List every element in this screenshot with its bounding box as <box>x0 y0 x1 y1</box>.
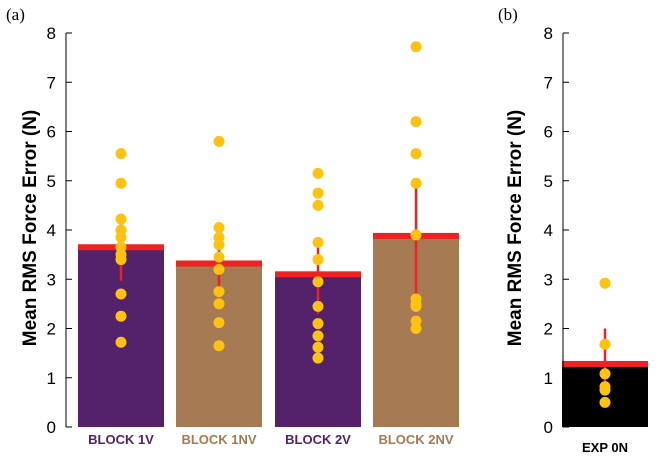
y-tick-label-3: 3 <box>47 270 56 289</box>
data-point-2-6 <box>312 300 324 312</box>
data-point-3-4 <box>410 229 422 241</box>
data-point-0-8 <box>115 288 127 300</box>
data-point-2-2 <box>312 199 324 211</box>
y-tick-label-0: 0 <box>544 418 553 437</box>
category-label-0: BLOCK 1V <box>88 432 154 447</box>
y-tick-label-3: 3 <box>544 270 553 289</box>
data-point-3-0 <box>410 41 422 53</box>
data-point-0-0 <box>599 277 611 289</box>
data-point-2-4 <box>312 254 324 266</box>
y-tick-label-4: 4 <box>544 221 553 240</box>
data-point-1-4 <box>213 251 225 263</box>
y-tick-label-5: 5 <box>544 172 553 191</box>
y-tick-label-8: 8 <box>544 24 553 43</box>
y-tick-label-7: 7 <box>47 73 56 92</box>
data-point-1-8 <box>213 317 225 329</box>
data-point-0-2 <box>115 213 127 225</box>
y-tick-label-8: 8 <box>47 24 56 43</box>
y-tick-label-6: 6 <box>544 123 553 142</box>
data-point-3-1 <box>410 116 422 128</box>
data-point-0-9 <box>115 310 127 322</box>
panel-a: (a) Mean RMS Force Error (N) 0 1 2 3 4 5 6 7 8 B… <box>6 5 459 447</box>
data-point-2-8 <box>312 330 324 342</box>
y-tick-label-1: 1 <box>544 369 553 388</box>
data-point-0-4 <box>599 384 611 396</box>
data-point-1-5 <box>213 263 225 275</box>
panel-a-category-labels: BLOCK 1V BLOCK 1NV BLOCK 2V BLOCK 2NV <box>88 432 454 447</box>
data-point-0-10 <box>115 336 127 348</box>
data-point-2-5 <box>312 276 324 288</box>
panel-b-y-axis: 0 1 2 3 4 5 6 7 8 <box>544 24 569 437</box>
data-point-0-1 <box>115 177 127 189</box>
data-point-1-7 <box>213 298 225 310</box>
panel-a-y-axis: 0 1 2 3 4 5 6 7 8 <box>47 24 72 437</box>
category-label-1: BLOCK 1NV <box>181 432 256 447</box>
y-tick-label-2: 2 <box>47 320 56 339</box>
panel-b-bars <box>562 277 648 427</box>
data-point-0-1 <box>599 338 611 350</box>
data-point-3-7 <box>410 300 422 312</box>
category-label-0: EXP 0N <box>582 440 628 455</box>
data-point-0-5 <box>599 396 611 408</box>
data-point-2-10 <box>312 352 324 364</box>
y-tick-label-2: 2 <box>544 320 553 339</box>
y-tick-label-5: 5 <box>47 172 56 191</box>
panel-b-category-labels: EXP 0N <box>582 440 628 455</box>
data-point-2-1 <box>312 187 324 199</box>
y-tick-label-0: 0 <box>47 418 56 437</box>
y-tick-label-7: 7 <box>544 73 553 92</box>
panel-a-label: (a) <box>6 5 25 24</box>
data-point-1-1 <box>213 222 225 234</box>
panel-b-label: (b) <box>498 5 518 24</box>
y-tick-label-4: 4 <box>47 221 56 240</box>
data-point-1-9 <box>213 340 225 352</box>
panel-b-y-axis-label: Mean RMS Force Error (N) <box>505 110 526 346</box>
data-point-2-7 <box>312 318 324 330</box>
data-point-3-3 <box>410 177 422 189</box>
panel-b: (b) Mean RMS Force Error (N) 0 1 2 3 4 5 6 7 8 E… <box>498 5 648 455</box>
data-point-1-6 <box>213 286 225 298</box>
data-point-2-0 <box>312 167 324 179</box>
category-label-2: BLOCK 2V <box>285 432 351 447</box>
y-tick-label-1: 1 <box>47 369 56 388</box>
category-label-3: BLOCK 2NV <box>378 432 453 447</box>
panel-a-y-axis-label: Mean RMS Force Error (N) <box>20 110 41 346</box>
data-point-3-2 <box>410 148 422 160</box>
panel-a-bars <box>78 41 459 427</box>
data-point-0-7 <box>115 254 127 266</box>
data-point-3-9 <box>410 323 422 334</box>
data-point-1-3 <box>213 239 225 251</box>
data-point-0-0 <box>115 148 127 160</box>
data-point-1-0 <box>213 135 225 147</box>
y-tick-label-6: 6 <box>47 123 56 142</box>
data-point-0-2 <box>599 368 611 380</box>
data-point-2-3 <box>312 236 324 248</box>
data-point-0-4 <box>115 231 127 243</box>
data-point-2-9 <box>312 341 324 353</box>
